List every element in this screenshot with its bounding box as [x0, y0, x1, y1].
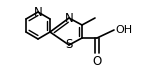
Text: O: O: [92, 55, 102, 68]
Text: N: N: [65, 12, 73, 24]
Text: S: S: [65, 39, 73, 51]
Text: N: N: [34, 5, 42, 19]
Text: OH: OH: [115, 25, 132, 35]
